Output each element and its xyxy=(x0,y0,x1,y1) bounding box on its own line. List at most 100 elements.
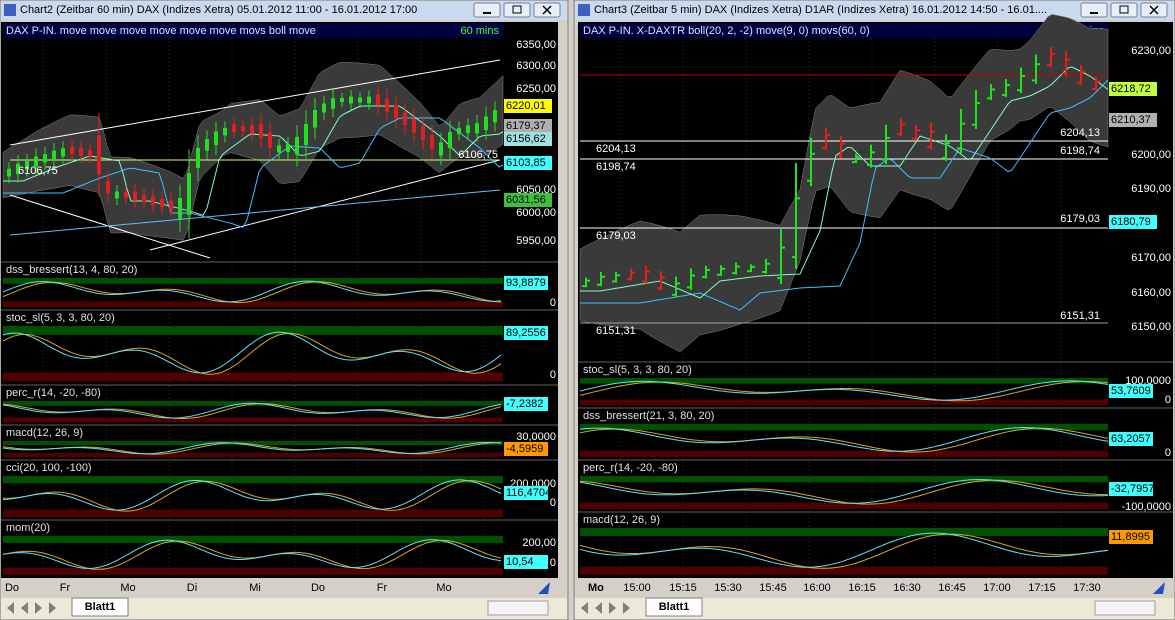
pane-value-label: 10,54 xyxy=(506,556,534,568)
pane-value-label: 89,2556 xyxy=(506,327,546,339)
candle-body xyxy=(268,132,272,148)
time-label: Mo xyxy=(436,582,451,594)
indicator-line xyxy=(579,381,1109,402)
indicator-line xyxy=(2,480,502,512)
tab-nav-button[interactable] xyxy=(623,602,630,614)
indicator-line xyxy=(579,426,1109,452)
price-tick-label: 6250,00 xyxy=(516,83,556,95)
tab-nav-button[interactable] xyxy=(595,602,602,614)
maximize-glyph xyxy=(512,5,522,14)
pane-value-box xyxy=(504,555,548,569)
pane-tick-label: 0 xyxy=(550,497,556,509)
candle-body xyxy=(232,124,236,133)
candle-body xyxy=(106,180,110,194)
last-value-label: 6218,72 xyxy=(1111,83,1151,95)
trend-line xyxy=(149,159,501,251)
last-value-box xyxy=(504,132,552,146)
window-icon xyxy=(4,4,16,16)
candle-body xyxy=(115,191,119,199)
title-bar xyxy=(575,1,1174,20)
candle-body xyxy=(304,123,308,146)
candle-body xyxy=(61,148,65,157)
scrollbar[interactable] xyxy=(487,600,549,616)
candle-body xyxy=(412,118,416,133)
candle-body xyxy=(430,135,434,149)
candle-body xyxy=(286,143,290,153)
close-glyph xyxy=(1149,5,1159,15)
price-tick-label: 6000,00 xyxy=(516,207,556,219)
lower-zone xyxy=(580,399,1108,406)
price-tick-label: 6350,00 xyxy=(516,39,556,51)
time-axis xyxy=(1,578,558,597)
candle-body xyxy=(376,94,380,106)
pane-label: macd(12, 26, 9) xyxy=(583,514,660,526)
indicator-line xyxy=(2,442,502,455)
pane-tick-label: 0 xyxy=(550,557,556,569)
indicator-line xyxy=(579,479,1108,505)
moving-average xyxy=(580,79,1109,311)
cursor-icon[interactable] xyxy=(538,582,550,594)
candle-body xyxy=(16,163,20,175)
sheet-tab[interactable] xyxy=(645,597,703,617)
main-header xyxy=(580,23,1108,38)
tab-nav-button[interactable] xyxy=(35,602,42,614)
candle-body xyxy=(52,150,56,161)
pane-value-label: 93,8879 xyxy=(506,277,546,289)
time-label: 17:15 xyxy=(1028,582,1056,594)
level-label: 6179,03 xyxy=(596,230,636,242)
lower-zone xyxy=(580,566,1108,575)
indicator-line xyxy=(2,402,502,419)
level-label: 6106,75 xyxy=(458,149,498,161)
pane-value-box xyxy=(504,442,548,456)
upper-zone xyxy=(3,326,503,335)
last-value-box xyxy=(1109,113,1157,127)
pane-label: dss_bressert(21, 3, 80, 20) xyxy=(583,410,714,422)
tab-nav-button[interactable] xyxy=(581,602,588,614)
indicator-line xyxy=(579,380,1109,401)
upper-zone xyxy=(580,378,1108,384)
tab-nav-button[interactable] xyxy=(7,602,14,614)
pane-label: perc_r(14, -20, -80) xyxy=(583,462,678,474)
pane-tick-label: 0 xyxy=(1165,394,1171,406)
upper-zone xyxy=(3,278,503,284)
main-pane-label: DAX P-IN. X-DAXTR boll(20, 2, -2) move(9… xyxy=(583,25,870,37)
tab-nav-button[interactable] xyxy=(49,602,56,614)
candle-body xyxy=(367,96,371,104)
upper-zone xyxy=(580,476,1108,483)
candle-body xyxy=(151,196,155,206)
time-label: Do xyxy=(311,582,325,594)
lower-zone xyxy=(580,450,1108,457)
last-value-label: 6180,79 xyxy=(1111,216,1151,228)
sheet-tab[interactable] xyxy=(71,597,129,617)
last-value-label: 6210,37 xyxy=(1111,114,1151,126)
scrollbar[interactable] xyxy=(1094,600,1156,616)
candle-body xyxy=(394,105,398,119)
maximize-button[interactable] xyxy=(1110,2,1138,18)
level-label: 6151,31 xyxy=(596,325,636,337)
pane-value-box xyxy=(1109,432,1153,446)
last-value-box xyxy=(504,119,552,133)
window-title: Chart3 (Zeitbar 5 min) DAX (Indizes Xetr… xyxy=(594,4,1047,16)
pane-label: macd(12, 26, 9) xyxy=(6,427,83,439)
time-label: Mi xyxy=(249,582,261,594)
minimize-button[interactable] xyxy=(1080,2,1108,18)
candle-body xyxy=(79,147,83,156)
candle-body xyxy=(385,98,389,112)
tab-nav-button[interactable] xyxy=(609,602,616,614)
pane-label: perc_r(14, -20, -80) xyxy=(6,387,101,399)
pane-tick-label: 0 xyxy=(550,369,556,381)
close-glyph xyxy=(542,5,552,15)
indicator-line xyxy=(579,532,1109,568)
last-value-label: 6103,85 xyxy=(506,157,546,169)
candle-body xyxy=(70,146,74,155)
tab-nav-button[interactable] xyxy=(21,602,28,614)
price-tick-label: 6300,00 xyxy=(516,60,556,72)
cursor-icon[interactable] xyxy=(1153,582,1165,594)
level-label: 6204,13 xyxy=(596,143,636,155)
upper-zone xyxy=(3,476,503,484)
minimize-button[interactable] xyxy=(473,2,501,18)
maximize-button[interactable] xyxy=(503,2,531,18)
moving-average xyxy=(3,117,504,228)
